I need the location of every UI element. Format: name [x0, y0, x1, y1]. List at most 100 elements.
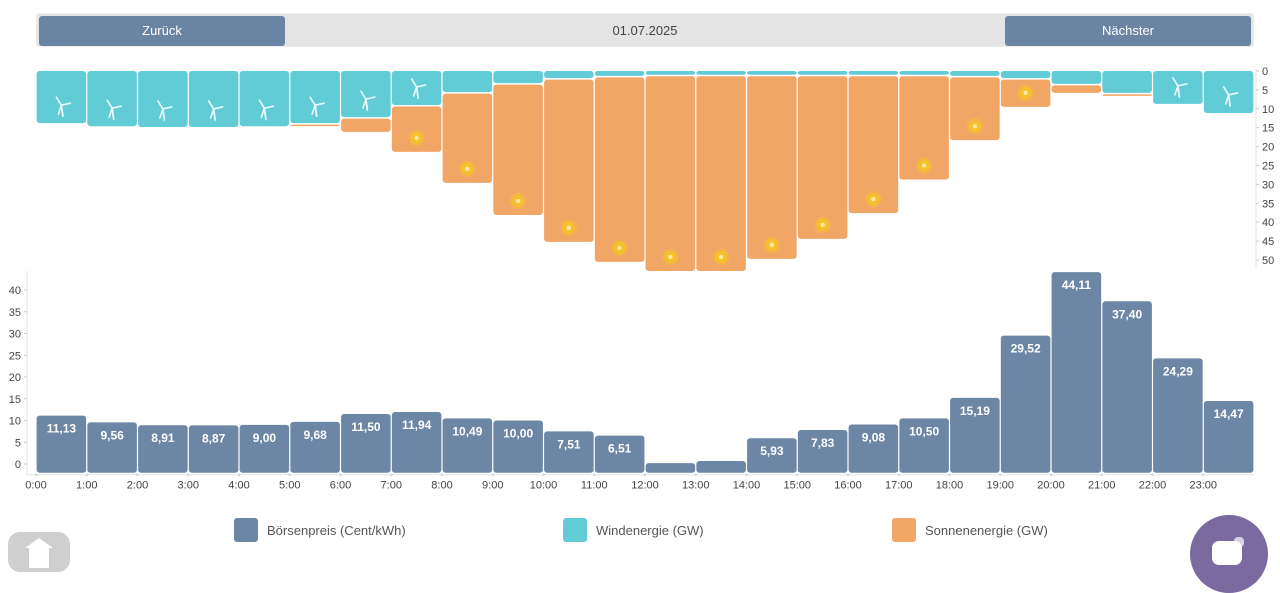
wind-bar [1203, 71, 1254, 113]
wind-bar [848, 71, 899, 75]
wind-turbine-icon [309, 96, 325, 118]
energy-chart: 0 5 10 15 20 25 30 35 40 45 50 [36, 66, 1274, 271]
price-x-tick-label: 9:00 [482, 480, 503, 492]
price-bar-value-label: 29,52 [1011, 342, 1041, 356]
energy-bar-group [442, 71, 493, 183]
turbine-blade [258, 99, 266, 109]
sun-core [972, 123, 978, 129]
price-x-tick-label: 22:00 [1139, 480, 1167, 492]
price-bar [544, 431, 594, 473]
turbine-blade [263, 105, 275, 109]
price-x-tick-label: 11:00 [581, 480, 608, 492]
price-x-tick-label: 3:00 [178, 480, 199, 492]
wind-turbine-icon [1222, 86, 1239, 107]
sun-core [668, 254, 673, 260]
price-x-tick-label: 13:00 [682, 480, 710, 492]
price-y-tick-label: 40 [9, 285, 21, 297]
price-bar-value-label: 9,08 [862, 431, 886, 445]
price-bar-value-label: 8,87 [202, 431, 226, 445]
price-x-tick-mark [34, 473, 38, 477]
price-x-tick-label: 20:00 [1037, 480, 1065, 492]
energy-bar-group [797, 71, 848, 239]
energy-bar-group [391, 71, 442, 152]
energy-y-tick-label: 25 [1262, 161, 1274, 173]
wind-turbine-icon [157, 100, 173, 121]
wind-bar [747, 71, 797, 75]
energy-bar-group [544, 71, 594, 242]
energy-bar-group [848, 71, 899, 214]
price-y-tick-label: 25 [9, 350, 21, 362]
legend-item-solar[interactable]: Sonnenenergie (GW) [892, 518, 1048, 542]
price-x-tick-label: 8:00 [431, 480, 452, 492]
energy-bar-group [188, 71, 239, 127]
turbine-tower [314, 104, 318, 118]
scroll-to-top-button[interactable] [8, 532, 70, 572]
energy-y-tick-label: 20 [1262, 142, 1274, 154]
date-navigation: 01.07.2025 Zurück Nächster [36, 13, 1254, 47]
price-bar [848, 424, 899, 473]
arrow-stem [29, 548, 49, 568]
price-bar [1000, 335, 1051, 473]
sun-icon [510, 193, 527, 210]
energy-y-tick-label: 40 [1262, 217, 1274, 229]
sun-core [921, 163, 927, 168]
price-bar-value-label: 37,40 [1112, 307, 1142, 321]
chat-button[interactable] [1190, 515, 1268, 593]
solar-bar [594, 77, 645, 262]
legend-item-wind[interactable]: Windenergie (GW) [563, 518, 704, 542]
wind-turbine-icon [258, 99, 275, 121]
price-x-tick-mark [288, 473, 292, 477]
sun-core [1023, 90, 1028, 96]
price-x-tick-mark [491, 473, 495, 477]
price-x-tick-mark [542, 473, 545, 477]
price-bar [341, 413, 391, 473]
solar-bar [747, 76, 797, 259]
wind-bar [290, 71, 340, 124]
price-x-tick-mark [592, 473, 596, 477]
wind-bar [442, 71, 493, 93]
price-x-tick-mark [795, 473, 799, 477]
wind-bar [950, 71, 1000, 76]
price-x-tick-mark [1049, 473, 1053, 477]
price-bar-value-label: 8,91 [151, 431, 175, 445]
turbine-blade [111, 105, 122, 109]
wind-bar [87, 71, 137, 127]
legend-item-price[interactable]: Börsenpreis (Cent/kWh) [234, 518, 406, 542]
wind-bar [188, 71, 239, 127]
energy-y-tick-label: 35 [1262, 198, 1274, 210]
sun-core [769, 242, 775, 248]
turbine-blade [362, 98, 367, 109]
price-bar [696, 460, 746, 473]
solar-bar [848, 76, 899, 214]
price-bar [797, 429, 848, 473]
energy-y-tick-label: 45 [1262, 236, 1274, 248]
next-day-button[interactable]: Nächster [1005, 16, 1251, 46]
price-bar [950, 397, 1000, 473]
energy-bar-group [899, 71, 949, 180]
sun-core [566, 225, 572, 231]
turbine-blade [1224, 94, 1230, 105]
turbine-blade [410, 78, 418, 88]
price-bar [188, 425, 239, 473]
sun-core [465, 166, 470, 172]
price-bar-value-label: 9,00 [253, 431, 277, 445]
sun-icon [966, 118, 983, 135]
price-bar-value-label: 9,56 [100, 428, 124, 442]
wind-bar [645, 71, 696, 75]
wind-turbine-icon [55, 96, 72, 118]
price-x-tick-mark [339, 473, 342, 477]
price-x-tick-label: 4:00 [228, 480, 249, 492]
previous-day-button[interactable]: Zurück [39, 16, 285, 46]
turbine-blade [162, 106, 173, 110]
wind-bar [239, 71, 290, 127]
price-x-tick-mark [1151, 473, 1154, 477]
price-bar [138, 425, 188, 473]
wind-bar [696, 71, 746, 75]
price-x-tick-mark [389, 473, 393, 477]
sun-icon [713, 248, 730, 265]
turbine-blade [55, 96, 63, 106]
price-x-tick-mark [694, 473, 698, 477]
legend-label-solar: Sonnenenergie (GW) [925, 522, 1048, 538]
legend-swatch-solar [892, 518, 916, 542]
turbine-blade [1227, 92, 1239, 96]
